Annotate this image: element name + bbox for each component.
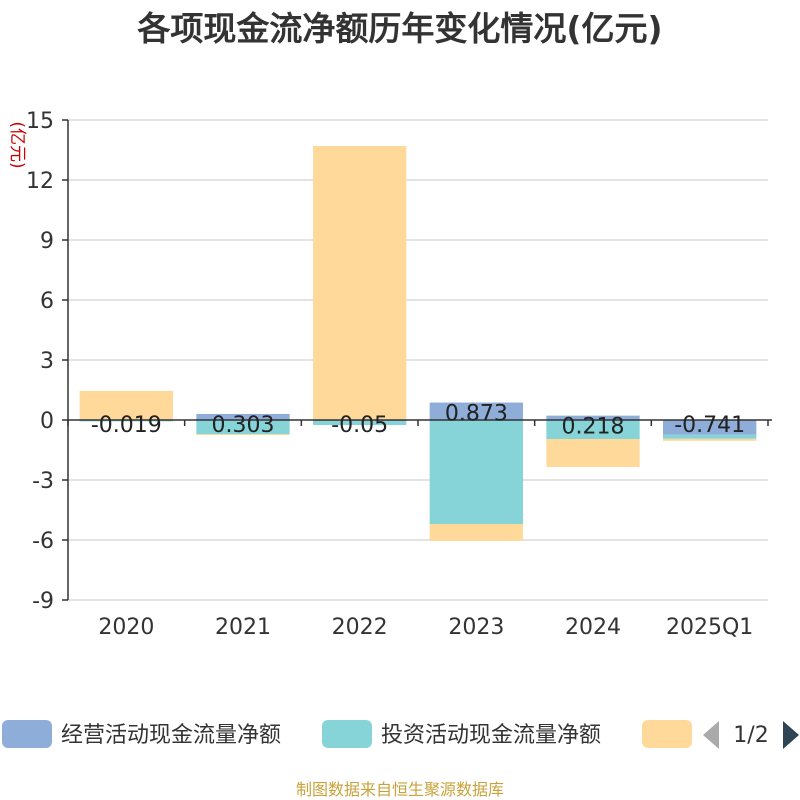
data-label: 0.873 xyxy=(445,402,508,427)
bars xyxy=(79,146,757,541)
bar xyxy=(546,420,640,439)
gridlines xyxy=(68,119,768,601)
y-tick-label: -6 xyxy=(32,529,54,554)
source-footer: 制图数据来自恒生聚源数据库 xyxy=(296,780,504,799)
legend-swatch xyxy=(2,720,52,748)
y-tick-label: 15 xyxy=(26,109,54,134)
bar xyxy=(196,420,290,434)
bar xyxy=(313,421,407,425)
legend-swatch xyxy=(322,720,372,748)
bar xyxy=(663,434,757,439)
x-tick-label: 2020 xyxy=(98,615,154,640)
y-tick-label: 12 xyxy=(26,169,54,194)
bar xyxy=(546,439,640,467)
x-tick-label: 2024 xyxy=(565,615,621,640)
x-tick-label: 2022 xyxy=(332,615,388,640)
data-label: 0.303 xyxy=(212,413,275,438)
legend-prev-arrow-icon[interactable] xyxy=(703,721,719,749)
bar xyxy=(79,420,173,422)
legend: 经营活动现金流量净额 投资活动现金流量净额 1/2 xyxy=(2,720,799,749)
data-label: -0.019 xyxy=(91,413,162,438)
legend-label: 经营活动现金流量净额 xyxy=(61,723,281,748)
data-label: 0.218 xyxy=(562,415,625,440)
y-tick-label: 0 xyxy=(40,409,54,434)
data-label: -0.05 xyxy=(331,413,388,438)
legend-page-indicator: 1/2 xyxy=(733,723,768,748)
bar xyxy=(546,415,640,420)
bar xyxy=(313,146,407,420)
data-labels: -0.019 0.303 -0.05 0.873 0.218 -0.741 xyxy=(91,402,745,440)
legend-swatch xyxy=(642,720,692,748)
y-tick-label: -9 xyxy=(32,589,54,614)
x-tick-label: 2023 xyxy=(448,615,504,640)
bar xyxy=(663,420,757,435)
bar xyxy=(196,413,290,420)
axes: 15 12 9 6 3 0 -3 -6 -9 2020 2021 2022 2023 2024 2025Q1 xyxy=(26,109,772,640)
legend-next-arrow-icon[interactable] xyxy=(783,721,799,749)
y-tick-label: 9 xyxy=(40,229,54,254)
x-tick-label: 2025Q1 xyxy=(666,615,753,640)
x-tick-label: 2021 xyxy=(215,615,271,640)
data-label: -0.741 xyxy=(674,413,745,438)
chart-title: 各项现金流净额历年变化情况(亿元) xyxy=(136,9,662,48)
y-axis-unit-label: (亿元) xyxy=(7,121,27,168)
y-tick-label: 6 xyxy=(40,289,54,314)
y-tick-label: -3 xyxy=(32,469,54,494)
legend-label: 投资活动现金流量净额 xyxy=(381,723,601,748)
bar xyxy=(196,434,290,435)
bar xyxy=(429,420,523,524)
bar xyxy=(663,438,757,441)
bar xyxy=(79,391,173,420)
y-tick-label: 3 xyxy=(40,349,54,374)
bar xyxy=(429,402,523,420)
bar xyxy=(429,524,523,541)
